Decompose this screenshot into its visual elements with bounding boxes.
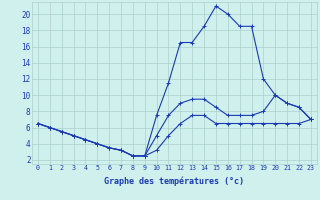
X-axis label: Graphe des températures (°c): Graphe des températures (°c) bbox=[104, 177, 244, 186]
